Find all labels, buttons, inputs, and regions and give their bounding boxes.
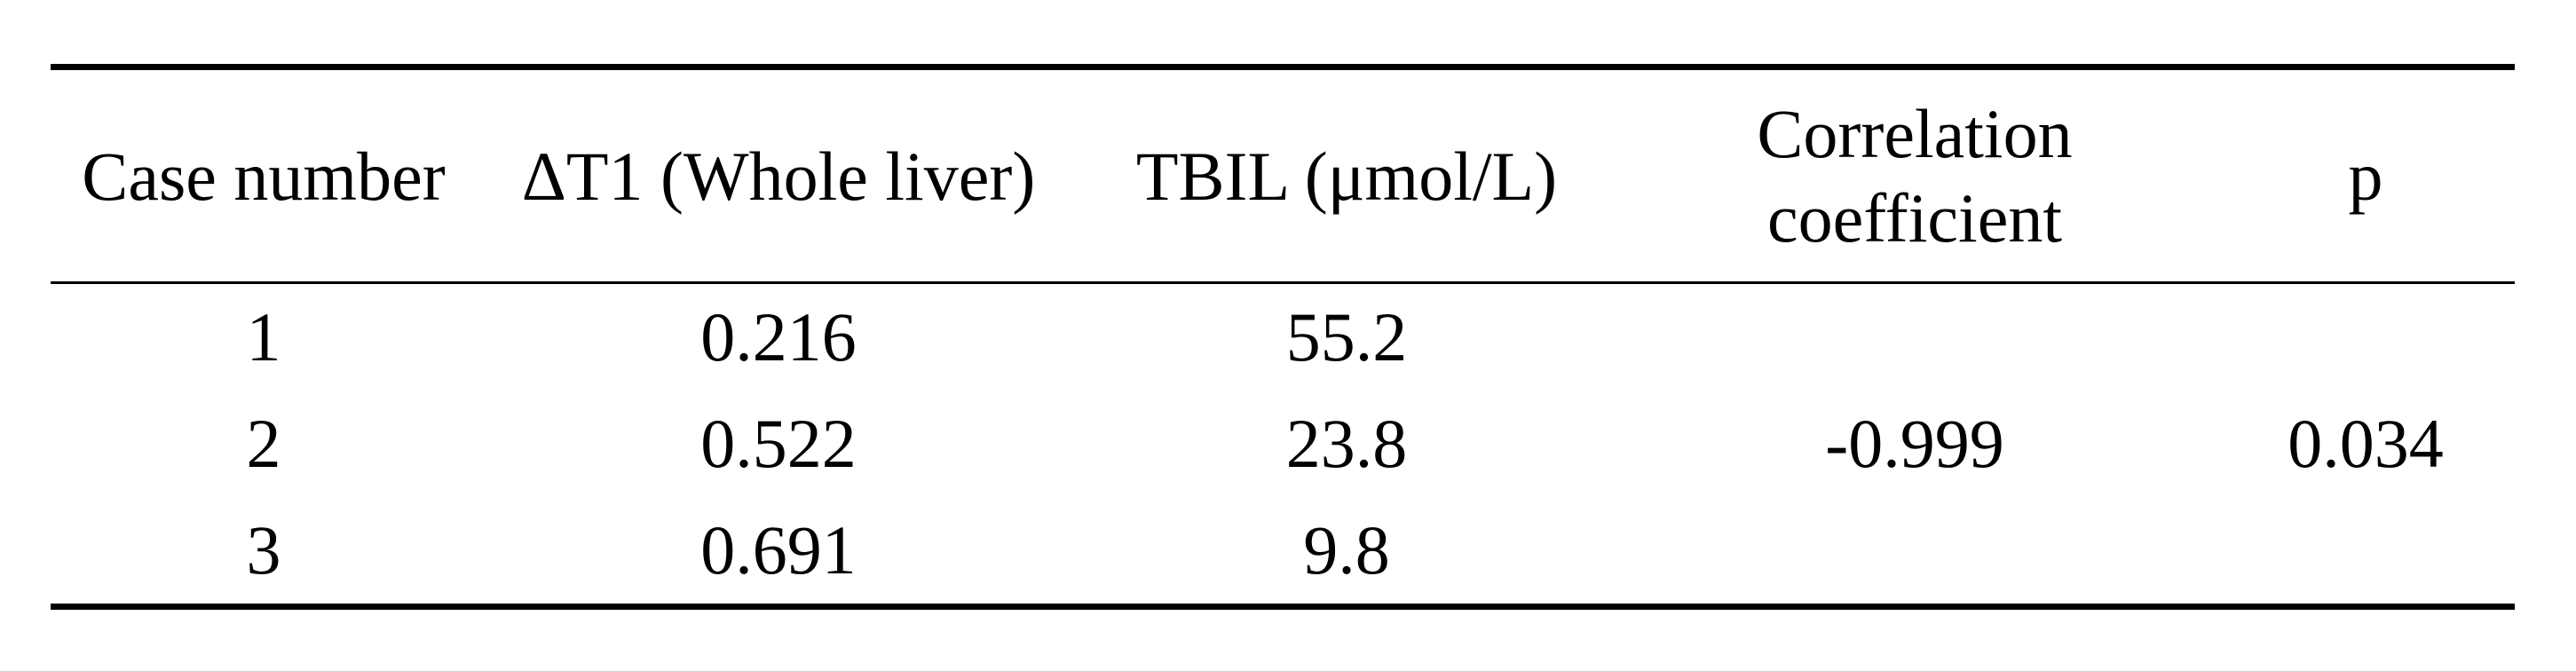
- cell-case-number: 2: [246, 405, 281, 482]
- cell-tbil: 55.2: [1285, 298, 1408, 375]
- correlation-table: Case number ΔT1 (Whole liver) TBIL (μmol…: [51, 64, 2515, 610]
- cell-delta-t1: 0.216: [700, 298, 857, 375]
- cell-correlation-coefficient: [1613, 283, 2216, 391]
- table-row-case-1: 1 0.216 55.2: [51, 283, 2515, 391]
- cell-tbil: 9.8: [1303, 511, 1390, 588]
- cell-p-value: [2216, 497, 2515, 607]
- col-header-delta-t1: ΔT1 (Whole liver): [477, 67, 1080, 284]
- table-header-row: Case number ΔT1 (Whole liver) TBIL (μmol…: [51, 67, 2515, 284]
- cell-p-value: [2216, 283, 2515, 391]
- cell-correlation-coefficient: -0.999: [1825, 405, 2004, 482]
- cell-tbil: 23.8: [1285, 405, 1408, 482]
- col-header-p: p: [2216, 67, 2515, 284]
- cell-correlation-coefficient: [1613, 497, 2216, 607]
- table-row-case-3: 3 0.691 9.8: [51, 497, 2515, 607]
- col-header-case-number: Case number: [51, 67, 477, 284]
- cell-case-number: 1: [246, 298, 281, 375]
- cell-delta-t1: 0.691: [700, 511, 857, 588]
- cell-p-value: 0.034: [2288, 405, 2444, 482]
- cell-case-number: 3: [246, 511, 281, 588]
- col-header-correlation-coefficient: Correlation coefficient: [1613, 67, 2216, 284]
- table-row-case-2: 2 0.522 23.8 -0.999 0.034: [51, 391, 2515, 497]
- cell-delta-t1: 0.522: [700, 405, 857, 482]
- col-header-tbil: TBIL (μmol/L): [1080, 67, 1613, 284]
